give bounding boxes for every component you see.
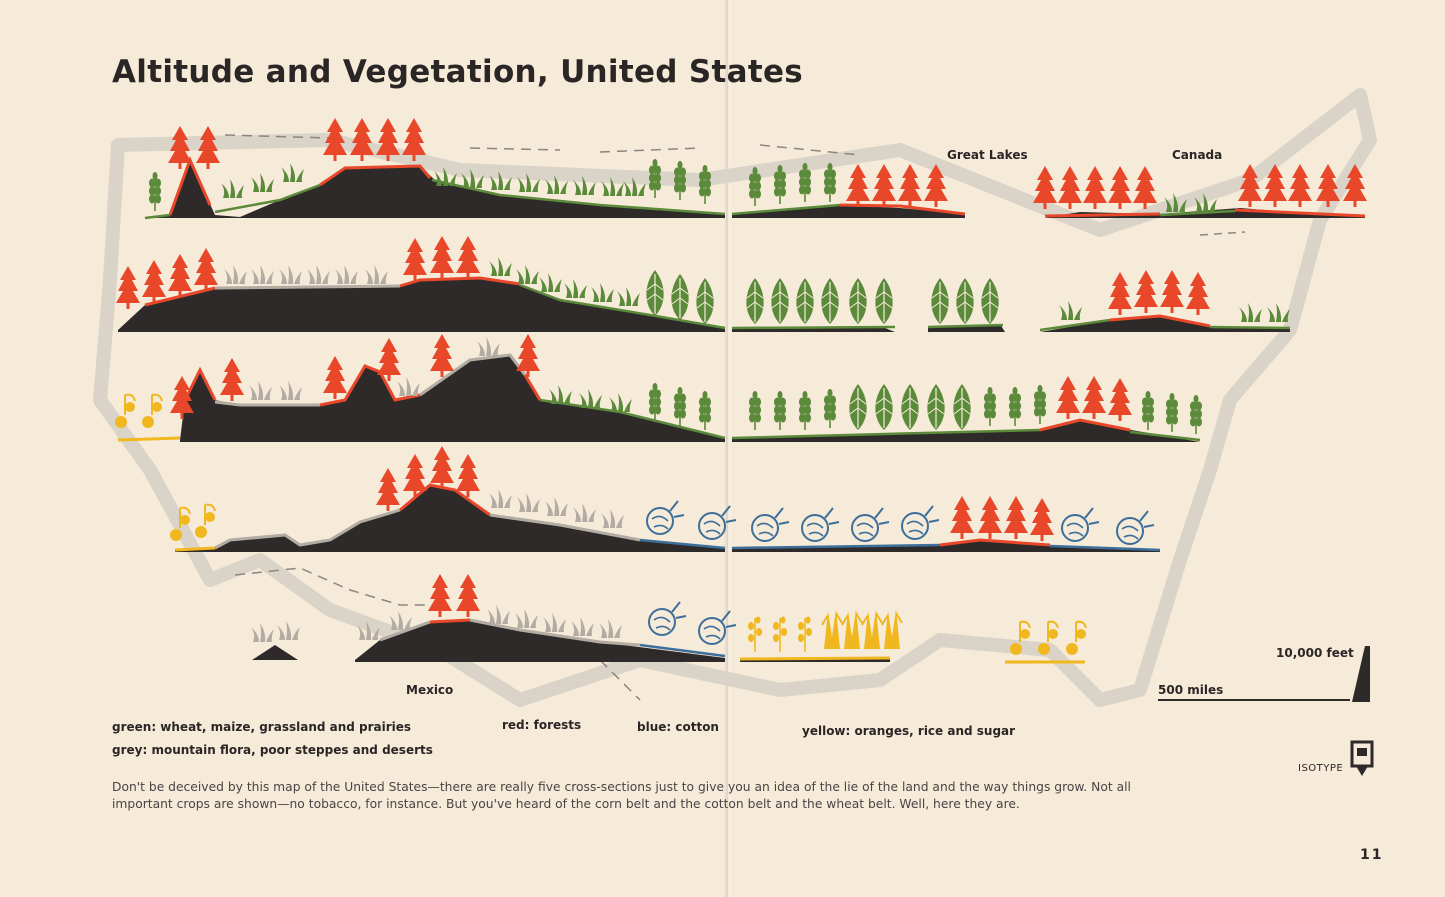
legend-yellow: yellow: oranges, rice and sugar [802, 724, 1016, 738]
mexico-border-line [234, 567, 440, 606]
legend-blue: blue: cotton [637, 720, 719, 734]
section-4-symbols [169, 446, 1155, 545]
caption-text: Don't be deceived by this map of the Uni… [112, 780, 1131, 811]
book-gutter [724, 0, 732, 897]
cross-section-1 [144, 155, 1366, 220]
mexico-label: Mexico [406, 683, 454, 697]
cross-section-3 [117, 353, 1201, 442]
cross-section-4 [174, 483, 1161, 552]
canada-border-line [224, 134, 861, 156]
legend-red: red: forests [502, 718, 582, 732]
scale-distance-label: 500 miles [1158, 683, 1224, 697]
isotype-logo-icon [1350, 740, 1374, 776]
page-title: Altitude and Vegetation, United States [112, 54, 804, 90]
us-outline [93, 88, 1377, 707]
cross-section-2 [118, 276, 1291, 332]
page-number: 11 [1360, 847, 1384, 863]
mexico-border-line-2 [599, 659, 641, 701]
cross-section-5 [252, 618, 1085, 664]
lakes-border-line [1199, 231, 1246, 236]
great-lakes-label: Great Lakes [947, 148, 1028, 162]
scale-height-label: 10,000 feet [1276, 646, 1354, 660]
legend-green: green: wheat, maize, grassland and prair… [112, 720, 412, 734]
legend-grey: grey: mountain flora, poor steppes and d… [112, 743, 433, 757]
isotype-label: ISOTYPE [1298, 763, 1344, 774]
scale-bar [1158, 646, 1370, 702]
canada-label: Canada [1172, 148, 1223, 162]
